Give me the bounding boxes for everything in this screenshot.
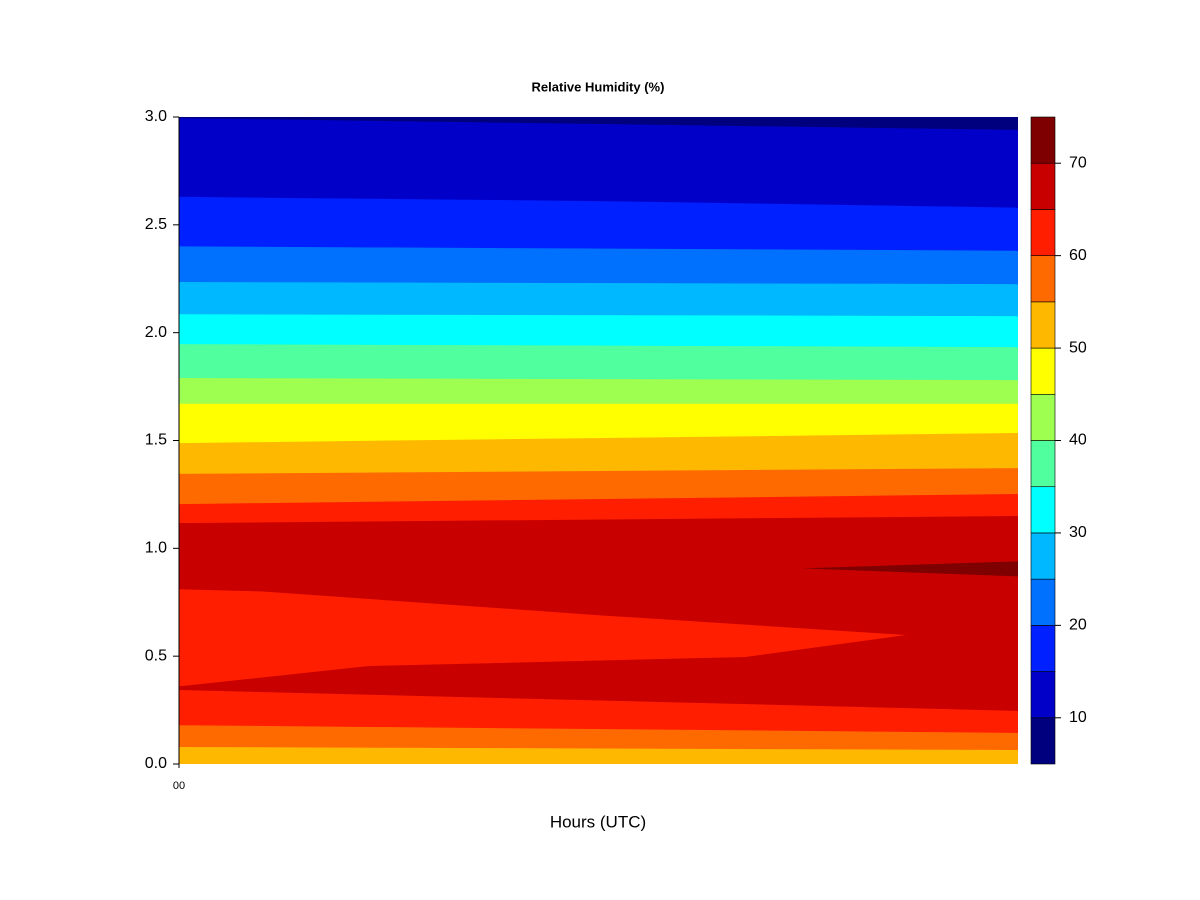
colorbar-tick-label: 70 bbox=[1069, 154, 1087, 171]
colorbar-swatch bbox=[1030, 625, 1056, 672]
colorbar-swatch bbox=[1030, 486, 1056, 534]
colorbar-tick-label: 40 bbox=[1069, 432, 1087, 449]
colorbar-swatch bbox=[1030, 393, 1056, 441]
colorbar-swatch bbox=[1030, 255, 1056, 303]
chart-title: Relative Humidity (%) bbox=[532, 79, 665, 94]
colorbar-swatch bbox=[1030, 578, 1056, 626]
colorbar-swatch bbox=[1030, 347, 1056, 395]
colorbar-tick-label: 30 bbox=[1069, 524, 1087, 541]
colorbar-tick-label: 20 bbox=[1069, 617, 1087, 634]
y-tick-label: 2.5 bbox=[145, 216, 167, 233]
contour-region bbox=[179, 589, 907, 687]
y-tick-label: 2.0 bbox=[145, 324, 167, 341]
x-tick-label: 00 bbox=[173, 780, 185, 792]
contour-region bbox=[179, 747, 1018, 764]
colorbar-swatch bbox=[1030, 671, 1056, 719]
y-tick-label: 1.5 bbox=[145, 432, 167, 449]
colorbar-swatch bbox=[1030, 440, 1056, 488]
y-tick-label: 0.0 bbox=[145, 755, 167, 772]
y-tick-label: 0.5 bbox=[145, 647, 167, 664]
contour-region bbox=[801, 561, 1018, 577]
colorbar-tick-label: 60 bbox=[1069, 247, 1087, 264]
colorbar-swatch bbox=[1030, 209, 1056, 256]
colorbar-tick-label: 10 bbox=[1069, 709, 1087, 726]
y-tick-label: 1.0 bbox=[145, 540, 167, 557]
colorbar-swatch bbox=[1030, 532, 1056, 580]
colorbar-swatch bbox=[1030, 301, 1056, 349]
x-axis-label: Hours (UTC) bbox=[550, 812, 646, 831]
y-tick-label: 3.0 bbox=[145, 108, 167, 125]
colorbar-swatch bbox=[1030, 162, 1056, 210]
colorbar-swatch bbox=[1030, 116, 1056, 164]
colorbar-swatch bbox=[1030, 717, 1056, 765]
colorbar-tick-label: 50 bbox=[1069, 339, 1087, 356]
